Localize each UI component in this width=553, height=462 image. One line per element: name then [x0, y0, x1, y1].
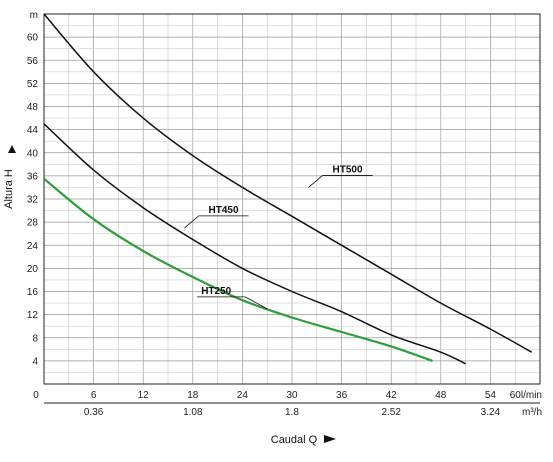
series-line-ht500 — [43, 13, 533, 353]
x-tick-label-primary: 60l/min — [510, 390, 542, 401]
x-tick-label-primary: 6 — [91, 390, 97, 401]
x-tick-label-primary: 12 — [138, 390, 150, 401]
y-tick-label: 20 — [27, 264, 39, 275]
grid — [44, 14, 540, 384]
x-tick-label-primary: 30 — [286, 390, 298, 401]
x-tick-label-secondary: 0.36 — [84, 407, 104, 418]
series-label-ht500: HT500 — [333, 164, 363, 175]
x-axis-arrow-icon — [324, 435, 336, 443]
y-tick-label: 16 — [27, 287, 39, 298]
y-axis-label: Altura H — [3, 169, 15, 209]
x-tick-label-primary: 42 — [386, 390, 398, 401]
x-tick-label-secondary: 3.24 — [481, 407, 501, 418]
y-tick-label: 24 — [27, 241, 39, 252]
y-tick-label: 12 — [27, 310, 39, 321]
series-label-ht450: HT450 — [209, 205, 239, 216]
x-tick-label-secondary: 2.52 — [381, 407, 401, 418]
y-tick-label: 56 — [27, 56, 39, 67]
x-axis-label: Caudal Q — [271, 434, 318, 446]
x-axis-ticks-secondary: 0.36 1.08 1.8 2.52 3.24 m³/h — [84, 407, 542, 418]
series-line-ht450 — [43, 123, 466, 365]
x-tick-label-primary: 0 — [33, 390, 39, 401]
y-tick-label: 48 — [27, 102, 39, 113]
plot-frame — [43, 13, 541, 385]
x-tick-label-primary: 36 — [336, 390, 348, 401]
y-tick-label: 60 — [27, 33, 39, 44]
series-leader-ht250 — [245, 296, 268, 310]
y-tick-label: 4 — [32, 356, 38, 367]
y-axis-arrow-icon — [8, 145, 16, 153]
x-tick-label-secondary: 1.08 — [183, 407, 203, 418]
y-unit-label: m — [30, 10, 38, 21]
series-line-ht250 — [43, 177, 433, 362]
x-tick-label-secondary: m³/h — [522, 407, 542, 418]
x-tick-label-primary: 54 — [485, 390, 497, 401]
series-group: HT500 HT450 HT250 — [43, 13, 533, 365]
x-tick-label-primary: 48 — [435, 390, 447, 401]
x-tick-label-primary: 24 — [237, 390, 249, 401]
y-tick-label: 28 — [27, 218, 39, 229]
x-tick-label-primary: 18 — [187, 390, 199, 401]
y-tick-label: 44 — [27, 125, 39, 136]
y-tick-label: 40 — [27, 148, 39, 159]
series-leader-ht450 — [184, 215, 199, 229]
y-tick-label: 52 — [27, 79, 39, 90]
x-tick-label-secondary: 1.8 — [285, 407, 299, 418]
series-label-ht250: HT250 — [201, 286, 231, 297]
series-leader-ht500 — [308, 175, 323, 188]
y-tick-label: 36 — [27, 171, 39, 182]
y-tick-label: 32 — [27, 195, 39, 206]
x-axis-ticks-primary: 0 6 12 18 24 30 36 42 48 54 60l/min — [33, 390, 542, 401]
y-tick-label: 8 — [32, 333, 38, 344]
